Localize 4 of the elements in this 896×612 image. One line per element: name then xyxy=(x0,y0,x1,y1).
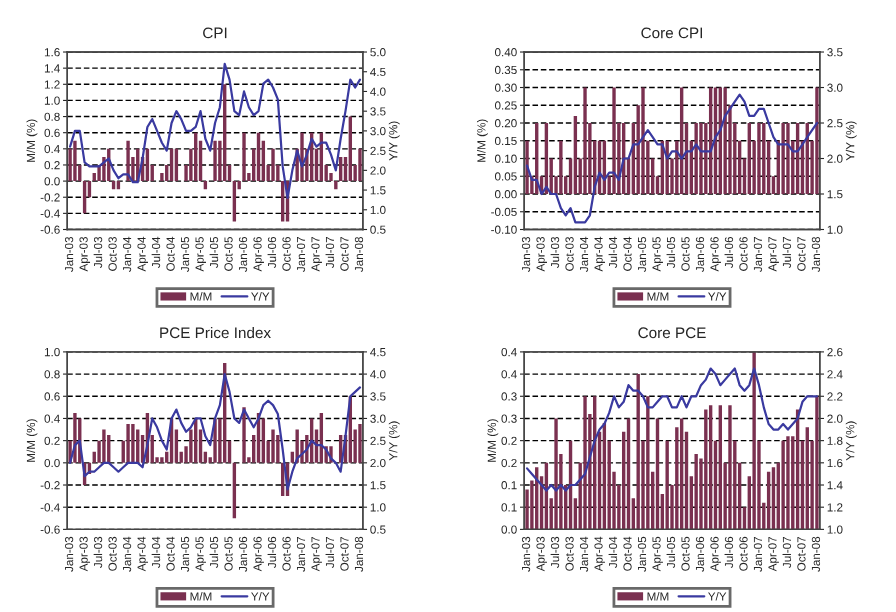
line-series xyxy=(68,372,362,491)
line-series xyxy=(525,93,819,224)
line-series xyxy=(68,62,362,200)
line-series xyxy=(525,367,819,492)
